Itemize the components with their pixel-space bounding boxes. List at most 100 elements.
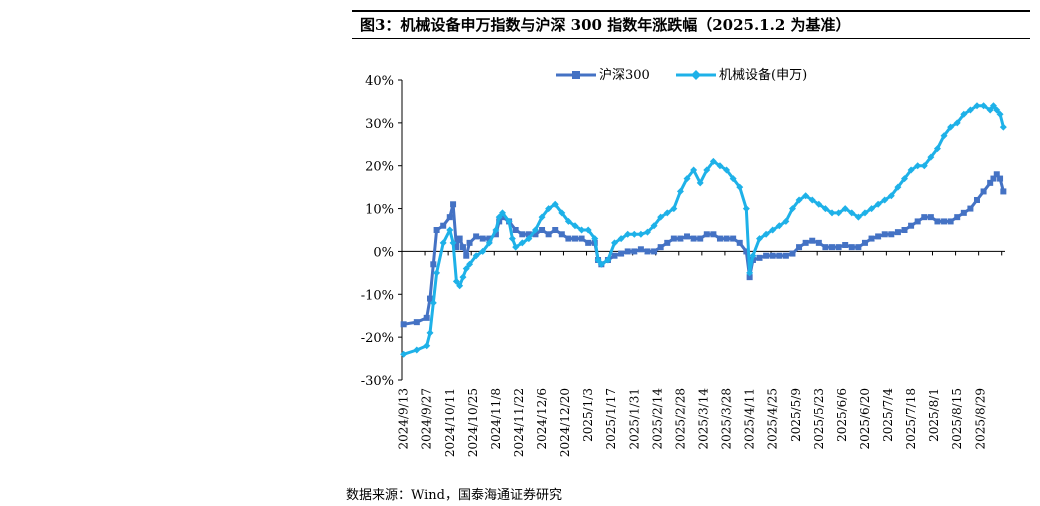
data-point	[901, 175, 908, 183]
data-point	[400, 350, 408, 358]
y-tick-label: -20%	[361, 331, 394, 346]
data-point	[545, 231, 552, 238]
data-point	[973, 197, 980, 203]
data-point	[485, 239, 493, 247]
data-point	[815, 200, 823, 208]
data-point	[684, 233, 691, 240]
data-point	[953, 119, 961, 127]
data-point	[756, 235, 764, 243]
data-point	[742, 205, 750, 213]
data-point	[624, 230, 632, 238]
data-point	[842, 242, 849, 248]
x-tick-label: 2025/1/3	[581, 388, 595, 442]
data-point	[908, 222, 915, 229]
data-point	[947, 218, 954, 225]
data-point	[479, 247, 487, 255]
series-layer	[400, 102, 1007, 358]
data-point	[1000, 188, 1007, 195]
data-point	[486, 235, 493, 242]
data-point	[505, 217, 513, 225]
data-point	[495, 213, 503, 221]
data-point	[508, 235, 516, 243]
data-point	[788, 205, 796, 213]
x-tick-label: 2024/11/22	[512, 388, 526, 457]
data-point	[452, 277, 460, 285]
data-point	[630, 230, 638, 238]
data-point	[933, 145, 941, 153]
data-point	[650, 222, 658, 230]
data-point	[987, 179, 994, 186]
data-point	[564, 217, 572, 225]
data-point	[492, 226, 500, 234]
data-point	[941, 218, 948, 225]
data-point	[723, 235, 730, 242]
data-point	[821, 205, 829, 213]
x-tick-label: 2025/6/6	[835, 388, 849, 442]
data-point	[746, 274, 753, 281]
data-point	[459, 244, 466, 251]
data-point	[663, 209, 671, 217]
data-point	[459, 273, 467, 281]
data-point	[446, 226, 454, 234]
x-tick-label: 2025/6/20	[858, 388, 872, 450]
data-point	[960, 209, 967, 216]
data-point	[449, 239, 457, 247]
data-point	[914, 162, 922, 170]
data-point	[729, 175, 737, 183]
data-point	[433, 227, 440, 233]
data-point	[617, 235, 625, 243]
data-point	[990, 175, 997, 182]
data-point	[413, 319, 420, 326]
data-source-note: 数据来源：Wind，国泰海通证券研究	[346, 488, 562, 503]
data-point	[433, 269, 441, 277]
data-point	[512, 227, 519, 233]
data-point	[940, 132, 948, 140]
data-point	[440, 222, 447, 229]
x-tick-label: 2025/2/14	[650, 388, 664, 450]
data-point	[921, 214, 928, 221]
data-point	[499, 209, 506, 217]
data-point	[973, 102, 981, 110]
data-point	[690, 235, 697, 242]
data-point	[861, 239, 868, 246]
x-tick-label: 2025/5/23	[812, 388, 826, 450]
data-point	[429, 299, 437, 307]
series-hs300	[400, 171, 1007, 328]
data-point	[769, 252, 776, 259]
data-point	[986, 106, 994, 114]
y-tick-label: -10%	[361, 288, 394, 303]
data-point	[611, 239, 619, 247]
data-point	[709, 157, 717, 165]
data-point	[960, 110, 968, 118]
data-point	[578, 235, 585, 242]
data-point	[829, 244, 836, 251]
data-point	[624, 248, 631, 255]
data-point	[439, 239, 447, 247]
x-tick-label: 2025/1/17	[604, 388, 618, 450]
x-tick-label: 2025/4/25	[766, 388, 780, 450]
data-point	[565, 235, 572, 242]
x-tick-label: 2025/3/28	[720, 388, 734, 450]
data-point	[815, 239, 822, 246]
data-point	[967, 205, 974, 212]
data-point	[881, 231, 888, 238]
data-point	[874, 200, 882, 208]
data-point	[677, 235, 684, 242]
data-point	[413, 346, 421, 354]
series-machinery	[400, 102, 1007, 358]
data-point	[466, 260, 474, 268]
data-point	[456, 235, 463, 242]
data-point	[545, 205, 553, 213]
data-point	[584, 226, 592, 234]
data-point	[868, 205, 876, 213]
y-tick-label: -30%	[361, 374, 394, 389]
data-point	[914, 218, 921, 225]
x-tick-label: 2024/9/13	[397, 388, 411, 450]
data-point	[796, 244, 803, 251]
data-point	[532, 231, 539, 238]
data-point	[427, 295, 434, 302]
legend-label-machinery: 机械设备(申万)	[719, 67, 807, 83]
data-point	[822, 244, 829, 251]
data-point	[670, 235, 677, 242]
data-point	[531, 226, 539, 234]
